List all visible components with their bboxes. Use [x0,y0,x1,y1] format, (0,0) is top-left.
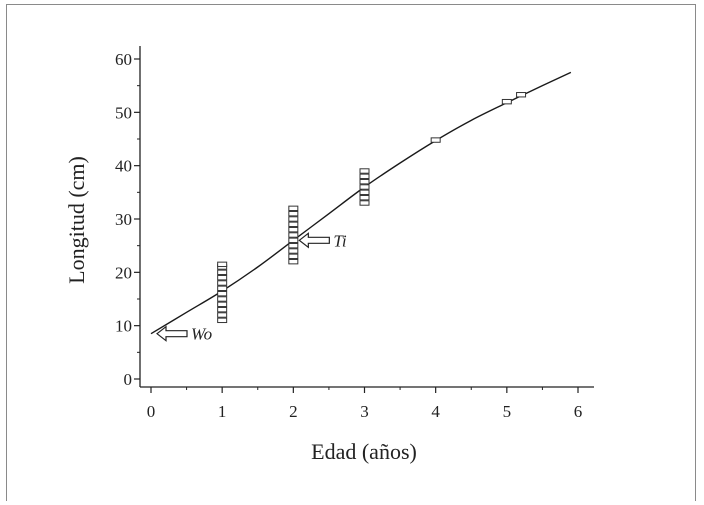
observation-point [359,168,370,174]
observation-point [288,205,299,212]
y-tick-label: 30 [115,210,132,229]
y-tick-label: 10 [115,317,132,336]
observation-point [288,221,299,228]
observation-point [288,226,299,233]
observation-point [217,269,228,276]
y-axis-title: Longitud (cm) [64,156,89,284]
observation-point [359,200,370,206]
observation-point [359,184,370,190]
x-tick-label: 3 [360,402,369,421]
observation-point [217,312,228,318]
observation-point [217,296,228,302]
observation-point [288,253,299,260]
annotation-arrow [298,232,330,249]
x-tick-label: 2 [289,402,298,421]
observations-layer [217,92,527,324]
observation-point [217,261,228,268]
observation-point [217,274,228,281]
x-tick-label: 1 [218,402,227,421]
annotation-label: Wo [191,325,212,344]
observation-point [288,210,299,217]
observation-point [217,306,228,313]
y-tick-label: 50 [115,103,132,122]
y-tick-label: 0 [124,370,133,389]
observation-point [288,232,299,238]
y-tick-label: 60 [115,50,132,69]
figure-frame [6,4,696,501]
observation-point [288,242,299,249]
observation-point [516,92,527,98]
observation-point [288,248,299,254]
observation-point [217,290,228,297]
y-tick-label: 40 [115,157,132,176]
x-axis-title: Edad (años) [311,439,417,464]
observation-point [359,178,370,185]
observation-point [217,301,228,308]
observation-point [288,216,299,222]
observation-point [359,194,370,201]
x-tick-label: 4 [431,402,440,421]
y-tick-label: 20 [115,263,132,282]
x-tick-label: 5 [503,402,512,421]
observation-point [217,280,228,286]
observation-point [359,189,370,196]
annotations-layer: Wo Ti [156,231,347,344]
observation-point [501,98,512,105]
observation-point [430,137,441,143]
x-tick-label: 0 [147,402,156,421]
observation-point [359,173,370,180]
observation-point [288,258,299,265]
x-tick-label: 6 [574,402,583,421]
observation-point [288,237,299,244]
annotation-arrow [156,325,188,342]
annotation-label: Ti [333,231,347,250]
observation-point [217,317,228,324]
observation-point [217,285,228,292]
